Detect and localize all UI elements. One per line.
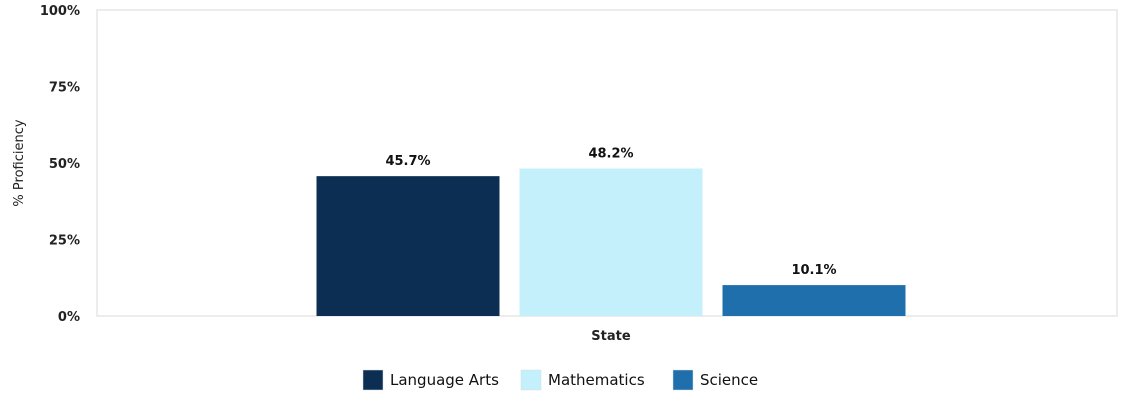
data-label-science: 10.1% xyxy=(791,263,836,278)
data-label-language-arts: 45.7% xyxy=(385,154,430,169)
legend-swatch xyxy=(362,369,384,391)
x-axis-categories: State xyxy=(591,329,631,344)
chart-legend: Language Arts Mathematics Science xyxy=(362,369,758,391)
bar-mathematics xyxy=(519,168,703,316)
y-axis-ticks: 0% 25% 50% 75% 100% xyxy=(40,4,80,325)
bar-series-group xyxy=(316,168,906,316)
y-axis-title: % Proficiency xyxy=(12,119,27,206)
data-label-mathematics: 48.2% xyxy=(588,147,633,162)
data-labels-group: 45.7% 48.2% 10.1% xyxy=(385,147,836,279)
legend-label: Language Arts xyxy=(390,371,499,389)
x-category-label: State xyxy=(591,329,631,344)
y-tick-label: 75% xyxy=(49,81,80,96)
y-tick-label: 100% xyxy=(40,4,80,19)
legend-swatch xyxy=(520,369,542,391)
legend-swatch xyxy=(672,369,694,391)
y-tick-label: 25% xyxy=(49,234,80,249)
y-tick-label: 0% xyxy=(58,310,80,325)
legend-label: Mathematics xyxy=(548,371,645,389)
legend-label: Science xyxy=(700,371,758,389)
bar-language-arts xyxy=(316,176,500,316)
y-tick-label: 50% xyxy=(49,157,80,172)
bar-science xyxy=(722,285,906,316)
